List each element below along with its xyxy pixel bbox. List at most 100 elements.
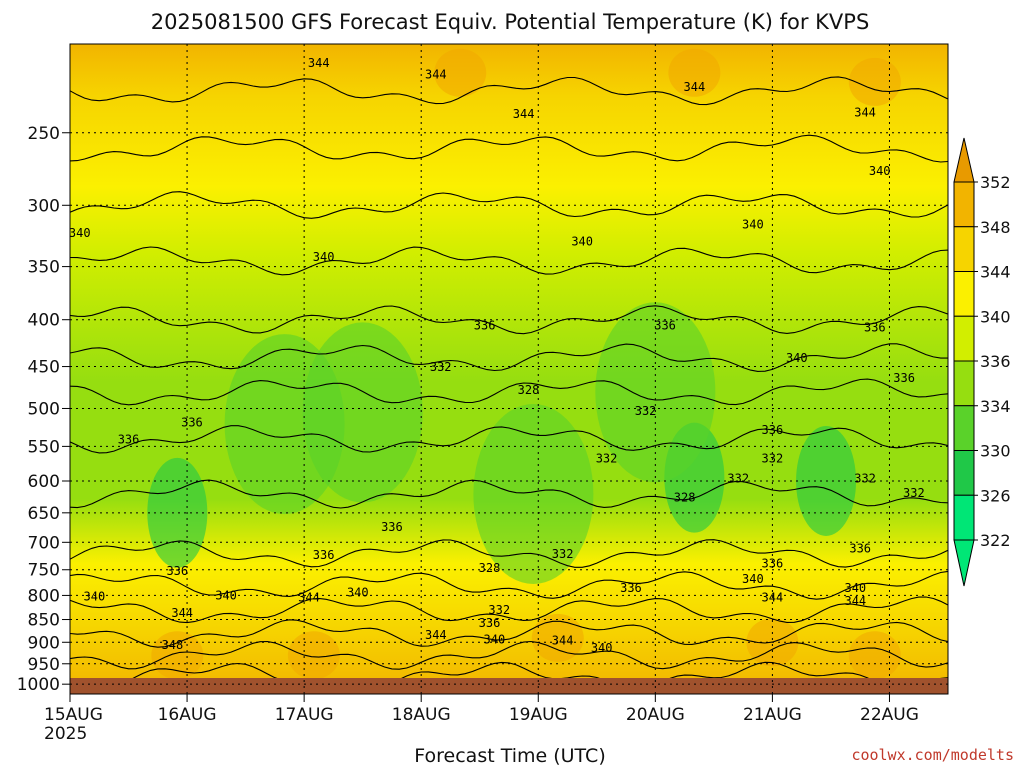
contour-label-34: 340 bbox=[742, 572, 764, 586]
field-background bbox=[70, 44, 948, 694]
contour-label-40: 344 bbox=[298, 590, 320, 604]
contour-line-9 bbox=[70, 539, 948, 568]
chart-title: 2025081500 GFS Forecast Equiv. Potential… bbox=[151, 10, 870, 34]
colorbar-segment-4 bbox=[953, 360, 975, 407]
contour-label-26: 332 bbox=[903, 486, 925, 500]
contour-label-19: 336 bbox=[118, 432, 140, 446]
x-tick-label-0: 15AUG bbox=[44, 705, 103, 725]
colorbar-label-6: 330 bbox=[980, 442, 1011, 461]
contour-label-27: 336 bbox=[381, 520, 403, 534]
contour-label-28: 336 bbox=[313, 548, 335, 562]
contour-label-7: 340 bbox=[313, 250, 335, 264]
x-axis-label: Forecast Time (UTC) bbox=[414, 745, 605, 767]
contour-label-47: 340 bbox=[484, 633, 506, 647]
x-tick-label-3: 18AUG bbox=[392, 705, 451, 725]
colorbar-segment-1 bbox=[953, 226, 975, 272]
contour-label-16: 328 bbox=[518, 383, 540, 397]
field-blob-11 bbox=[848, 631, 901, 680]
contour-label-17: 332 bbox=[635, 404, 657, 418]
contour-label-43: 344 bbox=[171, 606, 193, 620]
colorbar-segment-0 bbox=[953, 181, 975, 228]
contour-label-44: 332 bbox=[488, 603, 510, 617]
contour-line-8 bbox=[70, 479, 948, 509]
y-tick-label-800: 800 bbox=[28, 586, 60, 606]
y-tick-label-500: 500 bbox=[28, 399, 60, 419]
contour-label-0: 344 bbox=[308, 56, 330, 70]
contour-line-10 bbox=[70, 570, 948, 600]
contour-label-39: 340 bbox=[347, 585, 369, 599]
colorbar-segment-3 bbox=[953, 315, 975, 362]
y-tick-label-1000: 1000 bbox=[17, 675, 60, 695]
contour-label-1: 344 bbox=[425, 67, 447, 81]
contour-label-24: 328 bbox=[674, 491, 696, 505]
contour-label-3: 344 bbox=[684, 80, 706, 94]
contour-label-15: 332 bbox=[430, 360, 452, 374]
x-tick-label-5: 20AUG bbox=[626, 705, 685, 725]
contour-label-30: 332 bbox=[552, 547, 574, 561]
field-blob-0 bbox=[473, 404, 594, 585]
contour-label-2: 344 bbox=[513, 107, 535, 121]
contour-line-5 bbox=[70, 343, 948, 372]
colorbar-top-arrow bbox=[953, 137, 975, 183]
contour-lines bbox=[70, 76, 948, 691]
field-blob-7 bbox=[287, 631, 340, 680]
y-tick-label-950: 950 bbox=[28, 655, 60, 675]
colorbar: 352 348 344 340 336 334 330 326 322 bbox=[953, 137, 1011, 587]
colorbar-segment-7 bbox=[953, 494, 975, 541]
field-blob-3 bbox=[147, 457, 208, 568]
contour-label-6: 340 bbox=[869, 164, 891, 178]
contour-line-14 bbox=[70, 661, 948, 691]
field-blob-14 bbox=[848, 57, 901, 106]
colorbar-label-5: 334 bbox=[980, 397, 1011, 416]
contour-label-42: 344 bbox=[844, 594, 866, 608]
contour-label-49: 340 bbox=[591, 641, 613, 655]
y-tick-label-900: 900 bbox=[28, 633, 60, 653]
colorbar-segment-2 bbox=[953, 271, 975, 317]
colorbar-label-3: 340 bbox=[980, 307, 1011, 326]
colorbar-label-4: 336 bbox=[980, 352, 1011, 371]
y-tick-label-400: 400 bbox=[28, 311, 60, 331]
contour-label-35: 336 bbox=[620, 581, 642, 595]
x-tick-label-6: 21AUG bbox=[743, 705, 802, 725]
y-tick-label-850: 850 bbox=[28, 611, 60, 631]
x-tick-label-7: 22AUG bbox=[860, 705, 919, 725]
contour-label-45: 336 bbox=[479, 616, 501, 630]
field-blob-13 bbox=[668, 48, 721, 97]
x-tick-sublabel-0: 2025 bbox=[44, 724, 87, 744]
field-blob-8 bbox=[151, 631, 204, 680]
contour-line-12 bbox=[70, 619, 948, 648]
contour-label-50: 348 bbox=[162, 638, 184, 652]
contour-label-25: 332 bbox=[854, 471, 876, 485]
contour-label-4: 344 bbox=[854, 106, 876, 120]
contour-label-41: 344 bbox=[762, 590, 784, 604]
colorbar-label-1: 348 bbox=[980, 218, 1011, 237]
credit-text: coolwx.com/modelts bbox=[851, 746, 1014, 764]
contour-line-3 bbox=[70, 246, 948, 276]
contour-label-31: 328 bbox=[479, 561, 501, 575]
y-tick-label-300: 300 bbox=[28, 196, 60, 216]
field-blob-2 bbox=[224, 334, 345, 515]
contour-line-6 bbox=[70, 378, 948, 406]
field-blob-9 bbox=[531, 613, 584, 662]
contour-line-7 bbox=[70, 425, 948, 454]
y-tick-label-550: 550 bbox=[28, 437, 60, 457]
contour-label-14: 336 bbox=[893, 371, 915, 385]
y-tick-label-250: 250 bbox=[28, 124, 60, 144]
colorbar-segment-6 bbox=[953, 450, 975, 496]
contour-label-18: 336 bbox=[181, 415, 203, 429]
y-tick-label-650: 650 bbox=[28, 504, 60, 524]
contour-label-12: 336 bbox=[864, 320, 886, 334]
contour-line-1 bbox=[70, 134, 948, 163]
y-axis: 2503003504004505005506006507007508008509… bbox=[17, 124, 70, 695]
contour-label-21: 332 bbox=[762, 452, 784, 466]
contour-label-10: 336 bbox=[474, 319, 496, 333]
contour-label-13: 340 bbox=[786, 351, 808, 365]
contour-label-48: 344 bbox=[552, 633, 574, 647]
colorbar-label-0: 352 bbox=[980, 173, 1011, 192]
contour-label-29: 336 bbox=[166, 564, 188, 578]
contour-label-20: 336 bbox=[762, 423, 784, 437]
